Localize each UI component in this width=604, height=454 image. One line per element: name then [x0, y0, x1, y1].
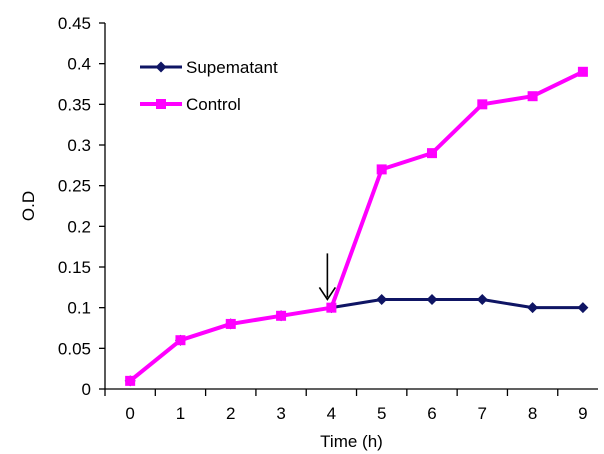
y-tick-label: 0.25 [58, 177, 91, 196]
legend-label: Control [186, 95, 241, 114]
legend-entry: Supematant [140, 58, 278, 77]
x-tick-label: 2 [226, 404, 235, 423]
legend-label: Supematant [186, 58, 278, 77]
series-supematant [124, 294, 589, 387]
x-tick-label: 5 [377, 404, 386, 423]
y-axis-title: O.D [19, 191, 38, 221]
data-point [577, 302, 589, 314]
data-point [527, 302, 539, 314]
legend-swatch-marker [156, 99, 166, 109]
x-tick-label: 0 [125, 404, 134, 423]
data-point [426, 294, 438, 306]
x-tick-label: 9 [578, 404, 587, 423]
data-point [426, 148, 437, 159]
x-tick-label: 7 [478, 404, 487, 423]
x-tick-label: 6 [427, 404, 436, 423]
series-line [128, 70, 584, 383]
y-tick-label: 0.35 [58, 95, 91, 114]
series-control [125, 66, 588, 386]
legend-entry: Control [140, 95, 241, 114]
legend-swatch-marker [155, 61, 167, 73]
data-point [276, 310, 287, 321]
legend: Supematant Control [140, 58, 278, 114]
data-point [376, 294, 388, 306]
y-tick-label: 0.3 [67, 136, 91, 155]
x-tick-label: 8 [528, 404, 537, 423]
ticks: 0 0.05 0.1 0.15 0.2 0.25 0.3 0.35 0.4 0.45 0 1 2 3 4 5 6… [58, 14, 588, 423]
y-tick-label: 0.1 [67, 299, 91, 318]
data-point [326, 302, 337, 313]
y-tick-label: 0.2 [67, 217, 91, 236]
y-tick-label: 0.45 [58, 14, 91, 33]
x-tick-label: 4 [327, 404, 336, 423]
data-point [476, 294, 488, 306]
series-line [129, 298, 583, 383]
data-point [527, 91, 538, 102]
y-tick-label: 0.05 [58, 339, 91, 358]
data-point [125, 375, 136, 386]
arrow-head [318, 286, 337, 301]
data-point [225, 318, 236, 329]
x-axis-title: Time (h) [320, 432, 383, 451]
data-point [175, 335, 186, 346]
y-tick-label: 0 [82, 380, 91, 399]
data-point [376, 164, 387, 175]
x-tick-label: 1 [176, 404, 185, 423]
x-tick-label: 3 [276, 404, 285, 423]
data-point [477, 99, 488, 110]
axes [104, 23, 598, 390]
y-tick-label: 0.15 [58, 258, 91, 277]
y-tick-label: 0.4 [67, 55, 91, 74]
annotations [318, 253, 337, 301]
data-point [577, 66, 588, 77]
series-layer [124, 66, 589, 387]
